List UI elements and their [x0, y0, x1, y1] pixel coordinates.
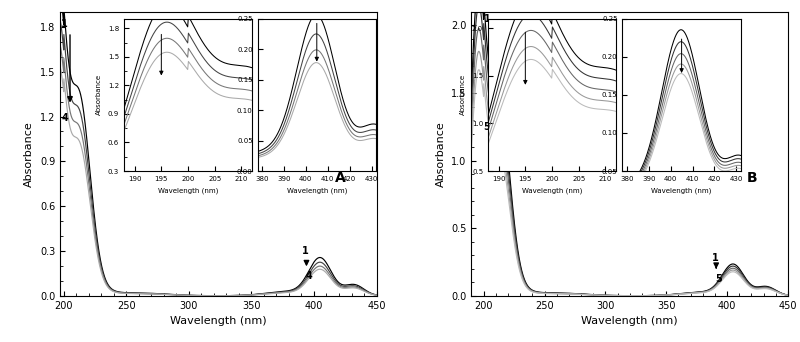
Text: 4: 4 [306, 271, 312, 281]
Text: B: B [747, 171, 758, 185]
Text: 1: 1 [62, 19, 68, 29]
Y-axis label: Absorbance: Absorbance [96, 74, 102, 116]
X-axis label: Wavelength (nm): Wavelength (nm) [170, 316, 266, 326]
Text: 5: 5 [715, 274, 722, 284]
Text: 5: 5 [483, 122, 490, 132]
Y-axis label: Absorbance: Absorbance [436, 121, 446, 187]
Text: A: A [335, 171, 346, 185]
Text: 4: 4 [62, 113, 68, 122]
Text: 1: 1 [302, 246, 309, 256]
X-axis label: Wavelength (nm): Wavelength (nm) [651, 187, 712, 194]
X-axis label: Wavelength (nm): Wavelength (nm) [582, 316, 678, 326]
X-axis label: Wavelength (nm): Wavelength (nm) [158, 187, 218, 194]
Text: 1: 1 [483, 14, 490, 24]
Y-axis label: Absorbance: Absorbance [24, 121, 34, 187]
X-axis label: Wavelength (nm): Wavelength (nm) [522, 187, 582, 194]
Y-axis label: Absorbance: Absorbance [460, 74, 466, 116]
Text: 1: 1 [711, 253, 718, 263]
X-axis label: Wavelength (nm): Wavelength (nm) [286, 187, 347, 194]
